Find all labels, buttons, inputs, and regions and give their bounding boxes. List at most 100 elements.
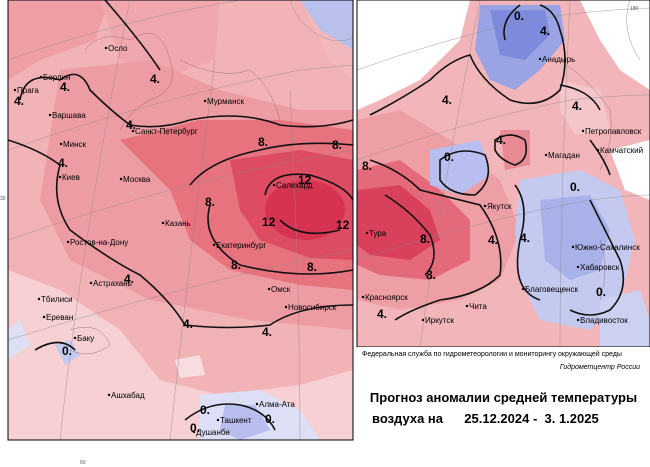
city-label: Южно-Сахалинск (575, 243, 640, 252)
svg-text:0.: 0. (62, 344, 72, 358)
city-label: Казань (165, 219, 191, 228)
svg-text:8.: 8. (426, 268, 436, 282)
city-labels-west: Осло Берлин Прага Варшава Санкт-Петербур… (13, 44, 337, 437)
city-label: Прага (17, 86, 39, 95)
city-marker (107, 393, 111, 397)
city-marker (42, 315, 46, 319)
svg-text:0.: 0. (570, 180, 580, 194)
svg-text:4.: 4. (60, 80, 70, 94)
svg-text:8.: 8. (307, 260, 317, 274)
agency-text: Гидрометцентр России (559, 364, 640, 371)
svg-text:4.: 4. (58, 156, 68, 170)
city-labels-east: Анадырь Петропавловск Камчатский Магадан… (361, 55, 643, 325)
city-label: Омск (271, 285, 291, 294)
city-marker (267, 287, 271, 291)
svg-text:180: 180 (630, 6, 639, 12)
city-label: Тбилиси (41, 295, 73, 304)
svg-text:8.: 8. (231, 258, 241, 272)
city-marker (365, 231, 369, 235)
city-marker (66, 240, 70, 244)
city-label: Санкт-Петербург (135, 127, 198, 136)
city-marker (104, 46, 108, 50)
city-marker (576, 318, 580, 322)
svg-text:30: 30 (0, 196, 6, 202)
city-marker (59, 142, 63, 146)
svg-text:0.: 0. (514, 9, 524, 23)
svg-text:4.: 4. (540, 24, 550, 38)
title-prefix: воздуха на (372, 411, 444, 426)
city-label: Благовещенск (525, 285, 578, 294)
contour-labels-east: 0. 4. 4. 4. 4. 0. 0. 4. 4. 8. 8. 4. 0. 8… (362, 9, 606, 321)
city-label: Екатеринбург (216, 241, 266, 250)
svg-text:12: 12 (298, 173, 312, 187)
city-marker (544, 153, 548, 157)
city-marker (119, 177, 123, 181)
svg-text:8.: 8. (332, 138, 342, 152)
city-label: Владивосток (580, 316, 628, 325)
svg-text:0.: 0. (265, 412, 275, 426)
east-map-panel (356, 0, 650, 348)
svg-text:4.: 4. (183, 317, 193, 331)
svg-text:60: 60 (80, 460, 86, 466)
svg-text:8.: 8. (258, 135, 268, 149)
caption-panel (357, 347, 650, 467)
city-marker (284, 305, 288, 309)
city-label: Салехард (276, 181, 313, 190)
svg-text:8.: 8. (362, 159, 372, 173)
city-marker (465, 304, 469, 308)
city-label: Берлин (43, 73, 70, 82)
city-label: Чита (469, 302, 487, 311)
city-label: Камчатский (600, 146, 643, 155)
city-marker (483, 204, 487, 208)
city-label: Ташкент (220, 416, 252, 425)
city-label: Варшава (52, 111, 86, 120)
city-label: Минск (63, 140, 87, 149)
city-marker (39, 75, 43, 79)
city-marker (581, 129, 585, 133)
city-label: Анадырь (542, 55, 575, 64)
svg-text:4.: 4. (520, 231, 530, 245)
city-label: Иркутск (425, 316, 454, 325)
city-marker (161, 221, 165, 225)
city-label: Баку (77, 334, 94, 343)
svg-text:0.: 0. (596, 285, 606, 299)
city-label: Мурманск (207, 97, 244, 106)
map-title-line2: воздуха на 25.12.2024 - 3. 1.2025 (372, 411, 599, 426)
svg-text:4.: 4. (126, 118, 136, 132)
city-label: Ереван (46, 313, 73, 322)
svg-text:12: 12 (262, 215, 276, 229)
city-label: Осло (108, 44, 128, 53)
city-label: Астрахань (93, 279, 132, 288)
svg-text:4.: 4. (150, 72, 160, 86)
svg-text:4.: 4. (496, 133, 506, 147)
city-label: Ашхабад (111, 391, 145, 400)
city-label: Душанбе (196, 428, 230, 437)
city-label: Киев (62, 173, 80, 182)
svg-text:0.: 0. (190, 421, 200, 435)
city-label: Хабаровск (580, 263, 620, 272)
city-marker (361, 295, 365, 299)
city-marker (576, 265, 580, 269)
city-marker (48, 113, 52, 117)
city-label: Тура (369, 229, 387, 238)
city-marker (37, 297, 41, 301)
city-marker (596, 148, 600, 152)
date-range: 25.12.2024 - 3. 1.2025 (464, 411, 599, 426)
city-marker (571, 245, 575, 249)
city-marker (212, 243, 216, 247)
city-marker (216, 418, 220, 422)
map-title-line1: Прогноз аномалии средней температуры (369, 390, 638, 405)
svg-text:8.: 8. (420, 232, 430, 246)
city-marker (131, 129, 135, 133)
svg-text:4.: 4. (262, 325, 272, 339)
city-label: Новосибирск (288, 303, 337, 312)
city-label: Якутск (487, 202, 512, 211)
city-marker (421, 318, 425, 322)
city-marker (255, 402, 259, 406)
city-label: Петропавловск (585, 127, 642, 136)
city-marker (58, 175, 62, 179)
contour-labels-west: 4. 4. 4. 4. 4. 4. 4. 4. 8. 8. 8. 8. 8. 1… (14, 72, 350, 435)
degree-marks: 30 60 180 (0, 6, 639, 466)
city-marker (521, 287, 525, 291)
credit-text: Федеральная служба по гидрометеорологии … (362, 351, 622, 358)
